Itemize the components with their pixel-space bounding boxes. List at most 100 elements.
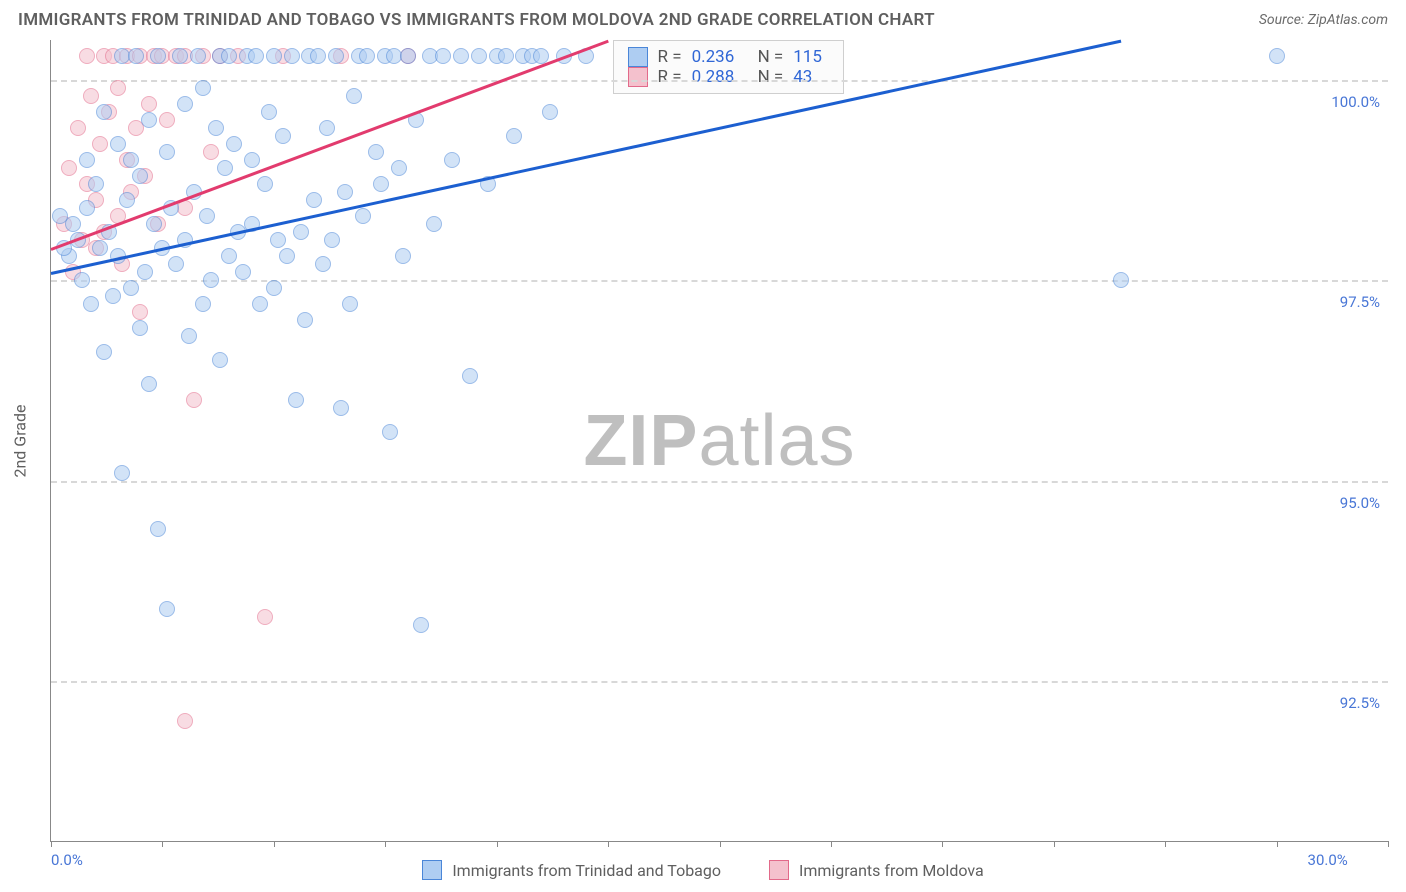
legend-item: Immigrants from Moldova xyxy=(769,860,984,880)
x-tick xyxy=(162,841,163,847)
stat-n-value: 115 xyxy=(793,47,829,67)
data-point xyxy=(333,400,349,416)
data-point xyxy=(498,48,514,64)
data-point xyxy=(65,216,81,232)
data-point xyxy=(444,152,460,168)
gridline xyxy=(51,80,1388,82)
chart-area: 2nd Grade ZIPatlas R =0.236N =115R =0.28… xyxy=(50,40,1388,842)
data-point xyxy=(257,609,273,625)
trend-line xyxy=(50,40,608,251)
legend-swatch xyxy=(628,67,648,87)
scatter-plot: ZIPatlas R = 0.236 N = 115R =0.288N =43 100… xyxy=(50,40,1388,842)
data-point xyxy=(275,128,291,144)
stat-r-label: R = xyxy=(658,67,682,87)
data-point xyxy=(92,136,108,152)
data-point xyxy=(150,48,166,64)
data-point xyxy=(315,256,331,272)
x-tick xyxy=(608,841,609,847)
data-point xyxy=(1269,48,1285,64)
data-point xyxy=(342,296,358,312)
data-point xyxy=(368,144,384,160)
data-point xyxy=(79,152,95,168)
series-legend: Immigrants from Trinidad and Tobago Immig… xyxy=(0,860,1406,880)
data-point xyxy=(400,48,416,64)
data-point xyxy=(123,152,139,168)
data-point xyxy=(426,216,442,232)
legend-label: Immigrants from Moldova xyxy=(799,861,984,880)
data-point xyxy=(137,264,153,280)
legend-row: R =0.288N =43 xyxy=(628,67,830,87)
data-point xyxy=(346,88,362,104)
data-point xyxy=(395,248,411,264)
data-point xyxy=(141,96,157,112)
data-point xyxy=(123,280,139,296)
data-point xyxy=(306,192,322,208)
data-point xyxy=(462,368,478,384)
x-tick xyxy=(385,841,386,847)
data-point xyxy=(195,80,211,96)
data-point xyxy=(88,176,104,192)
data-point xyxy=(208,120,224,136)
data-point xyxy=(79,200,95,216)
data-point xyxy=(132,168,148,184)
data-point xyxy=(382,424,398,440)
x-tick xyxy=(942,841,943,847)
data-point xyxy=(110,136,126,152)
data-point xyxy=(79,48,95,64)
data-point xyxy=(270,232,286,248)
data-point xyxy=(221,48,237,64)
stat-r-value: 0.236 xyxy=(692,47,748,67)
data-point xyxy=(413,617,429,633)
data-point xyxy=(279,248,295,264)
chart-header: IMMIGRANTS FROM TRINIDAD AND TOBAGO VS I… xyxy=(0,0,1406,36)
data-point xyxy=(266,48,282,64)
data-point xyxy=(168,256,184,272)
data-point xyxy=(150,521,166,537)
y-axis-label: 2nd Grade xyxy=(11,404,30,477)
data-point xyxy=(212,352,228,368)
stat-r-label: R = xyxy=(658,47,682,67)
data-point xyxy=(92,240,108,256)
data-point xyxy=(83,296,99,312)
legend-item: Immigrants from Trinidad and Tobago xyxy=(422,860,721,880)
chart-source: Source: ZipAtlas.com xyxy=(1259,12,1388,28)
y-tick-label: 97.5% xyxy=(1340,293,1380,311)
stat-n-label: N = xyxy=(758,47,784,67)
data-point xyxy=(226,136,242,152)
data-point xyxy=(435,48,451,64)
data-point xyxy=(310,48,326,64)
data-point xyxy=(186,392,202,408)
y-tick-label: 92.5% xyxy=(1340,694,1380,712)
legend-label: Immigrants from Trinidad and Tobago xyxy=(452,861,721,880)
data-point xyxy=(203,144,219,160)
data-point xyxy=(141,376,157,392)
data-point xyxy=(96,344,112,360)
data-point xyxy=(542,104,558,120)
watermark: ZIPatlas xyxy=(583,400,855,482)
data-point xyxy=(293,224,309,240)
data-point xyxy=(105,288,121,304)
y-tick-label: 100.0% xyxy=(1331,93,1380,111)
data-point xyxy=(266,280,282,296)
stat-n-label: N = xyxy=(758,67,784,87)
data-point xyxy=(159,601,175,617)
data-point xyxy=(132,320,148,336)
data-point xyxy=(119,192,135,208)
x-tick xyxy=(1054,841,1055,847)
x-tick xyxy=(274,841,275,847)
data-point xyxy=(146,216,162,232)
data-point xyxy=(284,48,300,64)
data-point xyxy=(248,48,264,64)
data-point xyxy=(391,160,407,176)
data-point xyxy=(61,160,77,176)
data-point xyxy=(453,48,469,64)
x-tick xyxy=(831,841,832,847)
x-tick xyxy=(51,841,52,847)
data-point xyxy=(96,104,112,120)
correlation-legend: R = 0.236 N = 115R =0.288N =43 xyxy=(613,40,845,94)
data-point xyxy=(257,176,273,192)
data-point xyxy=(252,296,268,312)
data-point xyxy=(190,48,206,64)
data-point xyxy=(141,112,157,128)
legend-swatch xyxy=(422,860,442,880)
